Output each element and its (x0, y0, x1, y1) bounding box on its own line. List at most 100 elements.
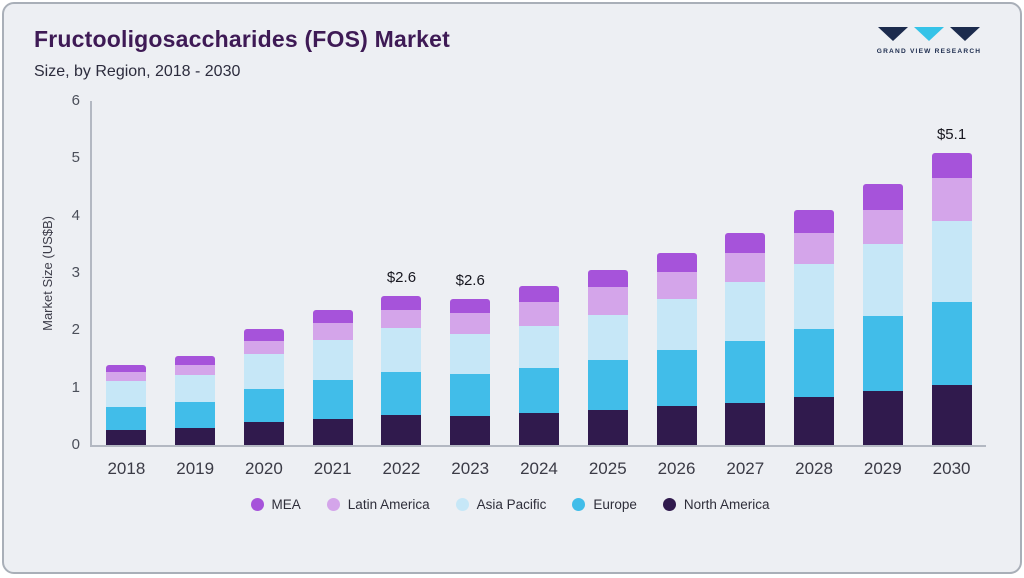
bar-slot-2019 (161, 101, 230, 445)
x-tick-label-2018: 2018 (107, 459, 146, 478)
page-title: Fructooligosaccharides (FOS) Market (34, 26, 450, 52)
legend-label-north-america: North America (683, 497, 770, 512)
value-annotation-2023: $2.6 (455, 271, 485, 289)
x-tick-label-2021: 2021 (313, 459, 352, 478)
y-tick-label: 3 (71, 264, 80, 281)
bar-segment-latin-america (931, 178, 972, 222)
bar-segment-north-america (931, 384, 972, 445)
bar-slot-2030: $5.1 (917, 101, 986, 445)
bar-segment-europe (862, 316, 903, 391)
bar-segment-north-america (794, 397, 835, 445)
y-axis-ticks: 0 1 2 3 4 5 6 (60, 92, 90, 453)
bar-segment-latin-america (862, 209, 903, 245)
bar-segment-mea (931, 152, 972, 179)
stacked-bar-2027 (725, 232, 766, 445)
bar-segment-mea (862, 184, 903, 210)
stacked-bar-2018 (106, 364, 147, 445)
x-tick-label-2020: 2020 (245, 459, 283, 478)
x-tick-label-2025: 2025 (588, 459, 627, 478)
stacked-bar-2029 (862, 184, 903, 445)
stacked-bar-2025 (587, 270, 628, 445)
bar-segment-north-america (243, 422, 284, 445)
bar-slot-2025 (573, 101, 642, 445)
plot-area: $2.6 $2.6 $5.1 (90, 101, 986, 447)
bar-segment-europe (587, 359, 628, 411)
bar-segment-mea (656, 252, 697, 272)
bar-segment-north-america (175, 427, 216, 445)
bar-segment-north-america (587, 410, 628, 445)
bar-segment-latin-america (725, 252, 766, 283)
bar-segment-mea (175, 356, 216, 365)
stacked-bar-2020 (243, 329, 284, 445)
bar-segment-mea (725, 232, 766, 253)
logo-mark-icon: GRAND VIEW RESEARCH (877, 27, 980, 55)
bar-segment-europe (518, 367, 559, 414)
bar-segment-latin-america (106, 372, 147, 381)
bar-slot-2018 (92, 101, 161, 445)
bar-segment-north-america (518, 413, 559, 445)
bar-segment-mea (243, 329, 284, 341)
stacked-bar-2028 (794, 209, 835, 445)
value-annotation-2030: $5.1 (936, 125, 967, 143)
bar-segment-asia-pacific (312, 339, 353, 380)
bar-segment-asia-pacific (725, 282, 766, 341)
bar-slot-2024 (505, 101, 574, 445)
stacked-bar-2026 (656, 252, 697, 445)
bar-slot-2023: $2.6 (436, 101, 505, 445)
bar-segment-europe (381, 371, 422, 416)
legend-item-europe: Europe (572, 497, 637, 512)
legend-swatch-mea (250, 498, 264, 511)
bar-segment-europe (106, 406, 147, 430)
bar-segment-asia-pacific (794, 264, 835, 329)
bar-slot-2021 (298, 101, 367, 445)
legend-label-europe: Europe (593, 497, 637, 512)
y-axis-title: Market Size (US$B) (39, 215, 55, 331)
x-tick-label-2029: 2029 (863, 459, 902, 478)
bar-segment-mea (312, 310, 353, 324)
legend-swatch-europe (572, 498, 586, 511)
bar-slot-2027 (711, 101, 780, 445)
bar-segment-europe (725, 340, 766, 403)
bar-segment-north-america (656, 406, 697, 445)
legend-item-mea: MEA (250, 497, 301, 512)
x-tick-label-2019: 2019 (176, 459, 215, 478)
bar-segment-latin-america (656, 271, 697, 299)
bar-segment-north-america (450, 416, 491, 445)
bar-segment-asia-pacific (381, 328, 422, 372)
bar-segment-mea (106, 364, 147, 373)
x-axis-labels: 2018 2019 2020 2021 2022 2023 2024 2025 2026 2027… (92, 447, 986, 479)
y-tick-label: 1 (71, 378, 80, 396)
x-tick-label-2023: 2023 (451, 459, 490, 478)
stacked-bar-2022 (381, 295, 422, 445)
bar-slot-2026 (642, 101, 711, 445)
bar-segment-mea (794, 209, 835, 233)
bar-segment-latin-america (794, 232, 835, 265)
bar-segment-asia-pacific (106, 380, 147, 407)
bar-segment-latin-america (587, 287, 628, 315)
y-tick-label: 2 (71, 321, 80, 339)
bar-segment-asia-pacific (518, 325, 559, 368)
bar-segment-europe (175, 402, 216, 428)
bar-segment-asia-pacific (862, 244, 903, 317)
y-tick-label: 0 (71, 436, 80, 453)
stacked-bar-2024 (518, 285, 559, 445)
x-tick-label-2028: 2028 (795, 459, 833, 478)
bar-segment-europe (656, 350, 697, 407)
bar-segment-asia-pacific (587, 314, 628, 360)
x-tick-label-2030: 2030 (932, 459, 971, 478)
bar-segment-asia-pacific (931, 221, 972, 302)
bar-segment-north-america (725, 402, 766, 445)
legend-item-north-america: North America (662, 497, 770, 512)
value-annotation-2022: $2.6 (386, 268, 417, 286)
bar-segment-latin-america (243, 340, 284, 355)
legend-swatch-latin-america (326, 498, 340, 511)
bar-segment-asia-pacific (450, 333, 491, 374)
bar-segment-mea (587, 270, 628, 288)
bar-segment-latin-america (450, 313, 491, 334)
legend-label-mea: MEA (271, 497, 301, 512)
legend-item-latin-america: Latin America (326, 497, 430, 512)
bar-slot-2028 (780, 101, 849, 445)
bar-segment-europe (794, 328, 835, 398)
y-tick-label: 6 (71, 92, 80, 109)
